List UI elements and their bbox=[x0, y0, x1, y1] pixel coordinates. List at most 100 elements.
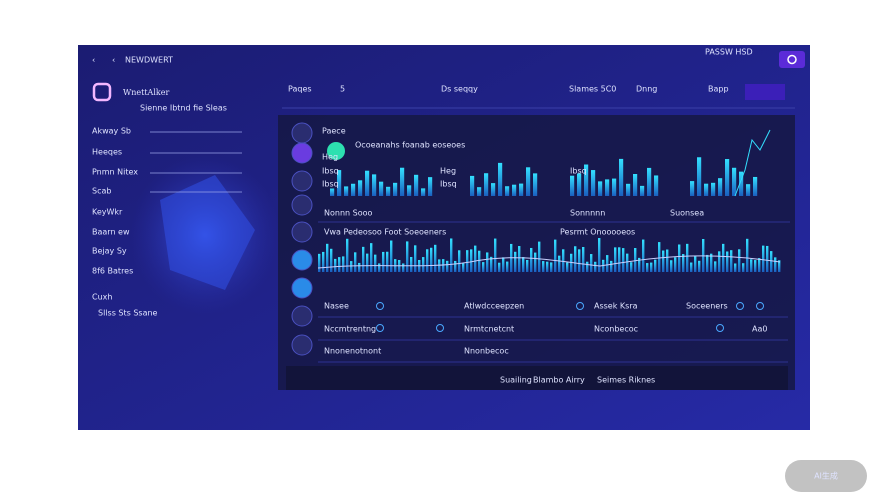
nav-item[interactable]: Paqes bbox=[288, 85, 312, 94]
decor-bar bbox=[650, 262, 653, 272]
menu-item[interactable]: Baarn ew bbox=[92, 228, 130, 237]
nav-item[interactable]: Slames 5C0 bbox=[569, 85, 616, 94]
decor-bar bbox=[470, 175, 475, 196]
menu-item[interactable]: Cuxh bbox=[92, 293, 112, 302]
table-cell: Nasee bbox=[324, 302, 349, 311]
nav-item[interactable]: Ds seqqy bbox=[441, 85, 478, 94]
icon-button[interactable] bbox=[291, 221, 313, 243]
row-icon[interactable] bbox=[716, 324, 724, 332]
profile-button[interactable] bbox=[779, 51, 805, 68]
axis-label: Heg bbox=[322, 153, 338, 162]
decor-bar bbox=[519, 183, 524, 196]
nav-button[interactable] bbox=[745, 84, 785, 100]
nav-item[interactable]: 5 bbox=[340, 85, 345, 94]
decor-bar bbox=[694, 256, 697, 272]
decor-bar bbox=[730, 250, 733, 272]
decor-bar bbox=[477, 187, 482, 196]
nav-item[interactable]: Bapp bbox=[708, 85, 729, 94]
decor-bar bbox=[754, 260, 757, 272]
decor-bar bbox=[642, 239, 645, 272]
back-icon[interactable]: ‹ bbox=[112, 56, 115, 65]
decor-bar bbox=[697, 157, 702, 196]
chart-caption: Suonsea bbox=[670, 209, 704, 218]
decor-bar bbox=[654, 259, 657, 272]
menu-item[interactable]: Scab bbox=[92, 187, 111, 196]
icon-button[interactable] bbox=[291, 142, 313, 164]
decor-bar bbox=[714, 261, 717, 272]
watermark: AI生成 bbox=[814, 471, 838, 481]
trend-line bbox=[317, 255, 781, 269]
menu-item[interactable]: Heeqes bbox=[92, 148, 122, 157]
decor-bar bbox=[434, 244, 437, 272]
decor-bar bbox=[518, 246, 521, 272]
decor-bar bbox=[454, 260, 457, 272]
icon-button[interactable] bbox=[291, 305, 313, 327]
decor-bar bbox=[577, 173, 582, 196]
decor-bar bbox=[462, 263, 465, 272]
decor-bar bbox=[678, 244, 681, 272]
row-icon[interactable] bbox=[736, 302, 744, 310]
decor-bar bbox=[734, 263, 737, 272]
decor-bar bbox=[372, 174, 377, 196]
decor-bar bbox=[482, 262, 485, 272]
decor-bar bbox=[421, 188, 426, 196]
decor-bar bbox=[674, 257, 677, 272]
brand: NEWDWERT bbox=[125, 56, 173, 65]
decor-bar bbox=[586, 261, 589, 272]
decor-bar bbox=[379, 181, 384, 196]
profile-icon[interactable] bbox=[787, 54, 797, 65]
decor-bar bbox=[686, 243, 689, 272]
icon-button[interactable] bbox=[291, 170, 313, 192]
decor-bar bbox=[484, 173, 489, 196]
decor-bar bbox=[338, 257, 341, 272]
table-cell: Atlwdcceepzen bbox=[464, 302, 524, 311]
menu-item[interactable]: 8f6 Batres bbox=[92, 267, 133, 276]
decor-bar bbox=[558, 255, 561, 272]
menu-item[interactable]: Bejay Sy bbox=[92, 247, 127, 256]
decor-bar bbox=[690, 262, 693, 272]
axis-label: Ibsq bbox=[440, 180, 457, 189]
decor-bar bbox=[640, 185, 645, 196]
decor-bar bbox=[344, 186, 349, 196]
decor-bar bbox=[711, 182, 716, 196]
decor-bar bbox=[633, 174, 638, 196]
decor-bar bbox=[753, 176, 758, 196]
nav-item[interactable]: Dnng bbox=[636, 85, 657, 94]
decor-bar bbox=[533, 173, 538, 196]
decor-bar bbox=[326, 243, 329, 272]
decor-bar bbox=[350, 261, 353, 272]
decor-bar bbox=[400, 167, 405, 196]
icon-button[interactable] bbox=[291, 194, 313, 216]
decor-bar bbox=[710, 253, 713, 272]
decor-bar bbox=[778, 260, 781, 272]
row-icon[interactable] bbox=[576, 302, 584, 310]
row-icon[interactable] bbox=[436, 324, 444, 332]
decor-bar bbox=[690, 181, 695, 196]
icon-button[interactable] bbox=[291, 122, 313, 144]
decor-bar bbox=[390, 240, 393, 272]
menu-item[interactable]: Pnmn Nitex bbox=[92, 168, 138, 177]
icon-button[interactable] bbox=[291, 334, 313, 356]
bottom-bar-labels: Suailing Blambo Airry Seimes Riknes bbox=[500, 376, 655, 385]
row-icon[interactable] bbox=[376, 324, 384, 332]
decor-bar bbox=[739, 171, 744, 196]
decor-bar bbox=[366, 253, 369, 272]
decor-bar bbox=[738, 249, 741, 272]
bottom-label[interactable]: Blambo Airry bbox=[533, 376, 585, 385]
decor-bar bbox=[550, 262, 553, 272]
row-icon[interactable] bbox=[756, 302, 764, 310]
table-cell: Nnonenotnont bbox=[324, 347, 381, 356]
row2-title: Vwa Pedeosoo Foot Soeoeners bbox=[324, 228, 446, 237]
menu-item[interactable]: Akway Sb bbox=[92, 127, 131, 136]
decor-bar bbox=[406, 241, 409, 272]
decor-bar bbox=[494, 238, 497, 272]
menu-item[interactable]: KeyWkr bbox=[92, 208, 123, 217]
row-icon[interactable] bbox=[376, 302, 384, 310]
icon-column bbox=[291, 122, 313, 356]
icon-button[interactable] bbox=[291, 249, 313, 271]
bottom-label[interactable]: Seimes Riknes bbox=[597, 376, 655, 385]
icon-button[interactable] bbox=[291, 277, 313, 299]
bottom-label[interactable]: Suailing bbox=[500, 376, 532, 385]
back-icon[interactable]: ‹ bbox=[92, 56, 95, 65]
decor-bar bbox=[354, 252, 357, 272]
